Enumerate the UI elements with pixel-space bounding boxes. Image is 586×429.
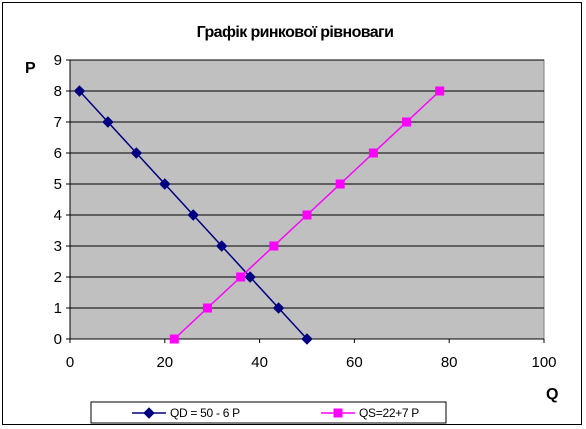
y-axis-label: P	[25, 60, 36, 77]
legend-label: QS=22+7 P	[359, 406, 419, 420]
series-0	[73, 85, 313, 345]
chart-svg: Графік ринкової рівноваги 0 1 2 3 4 5 6 7 8 9 0 20 4…	[25, 24, 558, 424]
data-point	[130, 147, 143, 159]
legend: QD = 50 - 6 P QS=22+7 P	[90, 401, 447, 424]
chart-title: Графік ринкової рівноваги	[197, 24, 394, 41]
data-point	[102, 116, 114, 128]
x-tick-label: 100	[531, 354, 556, 371]
y-tick-label: 1	[54, 300, 62, 317]
data-point	[272, 302, 285, 314]
x-tick-label: 40	[251, 354, 268, 371]
x-tick-label: 80	[441, 354, 458, 371]
data-point	[368, 148, 378, 158]
y-tick-label: 9	[54, 52, 62, 69]
x-tick-label: 60	[346, 354, 363, 371]
data-point	[301, 333, 313, 345]
y-tick-label: 8	[54, 83, 62, 100]
data-point	[202, 303, 212, 313]
plot-area	[69, 59, 545, 340]
x-axis-label: Q	[546, 386, 558, 403]
data-point	[159, 178, 171, 190]
series-layer	[73, 85, 445, 345]
data-point	[435, 86, 445, 96]
gridlines	[70, 59, 544, 309]
data-point	[215, 240, 228, 252]
axes: 0 1 2 3 4 5 6 7 8 9 0 20 40 60 80 100	[54, 52, 557, 371]
y-tick-label: 4	[54, 207, 62, 224]
legend-label: QD = 50 - 6 P	[170, 406, 240, 420]
data-point	[73, 85, 86, 97]
legend-box	[90, 401, 447, 424]
y-tick-label: 0	[54, 331, 62, 348]
data-point	[402, 117, 412, 127]
y-tick-label: 5	[54, 176, 62, 193]
y-tick-label: 3	[54, 238, 62, 255]
data-point	[269, 241, 279, 251]
chart-area: Графік ринкової рівноваги 0 1 2 3 4 5 6 7 8 9 0 20 4…	[2, 2, 582, 425]
y-tick-label: 7	[54, 114, 62, 131]
data-point	[236, 272, 246, 282]
data-point	[187, 209, 199, 221]
y-tick-label: 6	[54, 145, 62, 162]
series-1	[169, 86, 445, 344]
legend-marker	[143, 407, 155, 419]
data-point	[335, 179, 345, 189]
x-tick-label: 20	[156, 354, 173, 371]
data-point	[244, 271, 256, 283]
y-tick-label: 2	[54, 269, 62, 286]
x-tick-label: 0	[66, 354, 74, 371]
legend-marker	[333, 408, 343, 418]
legend-item-0: QD = 50 - 6 P	[132, 406, 240, 420]
data-point	[169, 334, 179, 344]
data-point	[302, 210, 312, 220]
legend-item-1: QS=22+7 P	[321, 406, 420, 420]
